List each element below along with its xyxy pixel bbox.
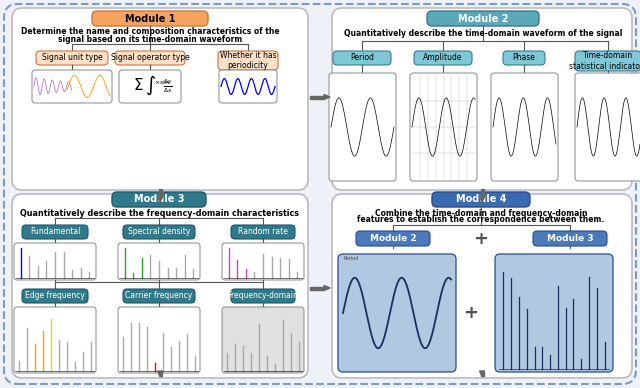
Text: features to establish the correspondence between them.: features to establish the correspondence… bbox=[357, 215, 605, 225]
Text: Module 2: Module 2 bbox=[458, 14, 508, 24]
FancyBboxPatch shape bbox=[119, 70, 181, 103]
Text: Period: Period bbox=[350, 54, 374, 62]
Text: Signal unit type: Signal unit type bbox=[42, 54, 102, 62]
Text: Combine the time-domain and frequency-domain: Combine the time-domain and frequency-do… bbox=[375, 208, 588, 218]
Text: Time-domain
statistical indicators: Time-domain statistical indicators bbox=[569, 51, 640, 71]
FancyBboxPatch shape bbox=[332, 194, 632, 378]
FancyBboxPatch shape bbox=[333, 51, 391, 65]
FancyBboxPatch shape bbox=[427, 11, 539, 26]
FancyBboxPatch shape bbox=[32, 70, 112, 103]
FancyBboxPatch shape bbox=[575, 51, 640, 71]
Text: Fundamental: Fundamental bbox=[30, 227, 80, 237]
Polygon shape bbox=[481, 371, 483, 376]
Text: +: + bbox=[463, 304, 479, 322]
Polygon shape bbox=[479, 371, 484, 376]
FancyBboxPatch shape bbox=[12, 8, 308, 190]
Text: $\int$: $\int$ bbox=[145, 74, 157, 97]
Text: Edge frequency: Edge frequency bbox=[25, 291, 85, 300]
FancyBboxPatch shape bbox=[432, 192, 530, 207]
FancyBboxPatch shape bbox=[231, 225, 295, 239]
FancyBboxPatch shape bbox=[92, 11, 208, 26]
Polygon shape bbox=[479, 197, 484, 202]
Text: Module 2: Module 2 bbox=[370, 234, 416, 243]
FancyBboxPatch shape bbox=[36, 51, 108, 65]
Polygon shape bbox=[159, 189, 161, 197]
FancyBboxPatch shape bbox=[4, 4, 636, 384]
Text: Module 4: Module 4 bbox=[456, 194, 506, 204]
FancyBboxPatch shape bbox=[112, 192, 206, 207]
FancyBboxPatch shape bbox=[14, 307, 96, 373]
FancyBboxPatch shape bbox=[22, 225, 88, 239]
Text: $\Sigma$: $\Sigma$ bbox=[132, 78, 143, 94]
Polygon shape bbox=[324, 95, 330, 99]
Text: Frequency-domain: Frequency-domain bbox=[228, 291, 298, 300]
Text: signal based on its time-domain waveform: signal based on its time-domain waveform bbox=[58, 35, 242, 43]
Text: Quantitatively describe the frequency-domain characteristics: Quantitatively describe the frequency-do… bbox=[19, 208, 298, 218]
Polygon shape bbox=[481, 189, 483, 197]
Text: Random rate: Random rate bbox=[238, 227, 288, 237]
Text: $\times\sin$: $\times\sin$ bbox=[154, 78, 170, 87]
Polygon shape bbox=[159, 371, 161, 376]
Text: Period: Period bbox=[344, 256, 360, 262]
Polygon shape bbox=[310, 286, 324, 289]
FancyBboxPatch shape bbox=[115, 51, 185, 65]
FancyBboxPatch shape bbox=[218, 51, 278, 70]
FancyBboxPatch shape bbox=[329, 73, 396, 181]
Text: Spectral density: Spectral density bbox=[128, 227, 190, 237]
FancyBboxPatch shape bbox=[123, 289, 195, 303]
Text: Signal operator type: Signal operator type bbox=[111, 54, 189, 62]
FancyBboxPatch shape bbox=[575, 73, 640, 181]
Text: Module 1: Module 1 bbox=[125, 14, 175, 24]
FancyBboxPatch shape bbox=[118, 243, 200, 280]
FancyBboxPatch shape bbox=[332, 8, 632, 190]
Polygon shape bbox=[324, 286, 330, 291]
FancyBboxPatch shape bbox=[410, 73, 477, 181]
FancyBboxPatch shape bbox=[12, 194, 308, 378]
FancyBboxPatch shape bbox=[231, 289, 295, 303]
Polygon shape bbox=[157, 197, 163, 202]
Text: Module 3: Module 3 bbox=[547, 234, 593, 243]
Polygon shape bbox=[310, 95, 324, 99]
FancyBboxPatch shape bbox=[491, 73, 558, 181]
Text: $\frac{\Delta y}{\Delta x}$: $\frac{\Delta y}{\Delta x}$ bbox=[163, 78, 173, 95]
FancyBboxPatch shape bbox=[356, 231, 430, 246]
FancyBboxPatch shape bbox=[118, 307, 200, 373]
FancyBboxPatch shape bbox=[495, 254, 613, 372]
FancyBboxPatch shape bbox=[338, 254, 456, 372]
FancyBboxPatch shape bbox=[222, 243, 304, 280]
Text: +: + bbox=[474, 230, 488, 248]
Text: Amplitude: Amplitude bbox=[423, 54, 463, 62]
FancyBboxPatch shape bbox=[414, 51, 472, 65]
FancyBboxPatch shape bbox=[123, 225, 195, 239]
Text: Whether it has
periodicity: Whether it has periodicity bbox=[220, 51, 276, 70]
Text: Quantitatively describe the time-domain waveform of the signal: Quantitatively describe the time-domain … bbox=[344, 28, 622, 38]
FancyBboxPatch shape bbox=[14, 243, 96, 280]
FancyBboxPatch shape bbox=[503, 51, 545, 65]
Polygon shape bbox=[157, 371, 163, 376]
FancyBboxPatch shape bbox=[22, 289, 88, 303]
FancyBboxPatch shape bbox=[533, 231, 607, 246]
FancyBboxPatch shape bbox=[219, 70, 277, 103]
Text: Module 3: Module 3 bbox=[134, 194, 184, 204]
Text: Determine the name and composition characteristics of the: Determine the name and composition chara… bbox=[20, 28, 279, 36]
FancyBboxPatch shape bbox=[222, 307, 304, 373]
Text: Phase: Phase bbox=[513, 54, 536, 62]
Text: Carrier frequency: Carrier frequency bbox=[125, 291, 193, 300]
